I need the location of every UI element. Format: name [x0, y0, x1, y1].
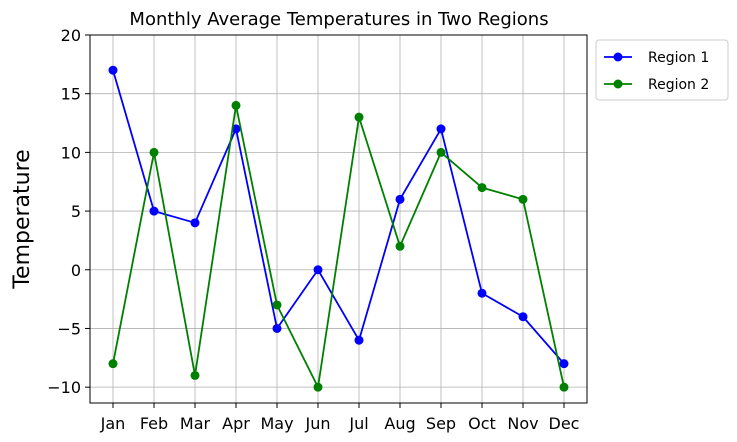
data-point: [395, 241, 405, 251]
data-point: [518, 194, 528, 204]
y-tick-label: 20: [61, 26, 81, 45]
x-tick-label: Dec: [549, 414, 580, 433]
y-tick-label: 5: [71, 202, 81, 221]
y-tick-label: 0: [71, 261, 81, 280]
legend-label: Region 2: [648, 77, 709, 93]
x-tick-label: Aug: [384, 414, 415, 433]
data-point: [477, 288, 487, 298]
data-point: [272, 300, 282, 310]
data-point: [231, 100, 241, 110]
data-point: [231, 124, 241, 134]
series-line-region-2: [112, 104, 565, 389]
data-point: [518, 312, 528, 322]
data-point: [272, 323, 282, 333]
x-tick-label: Oct: [468, 414, 496, 433]
x-tick-label: Sep: [426, 414, 456, 433]
data-point: [149, 147, 159, 157]
plot-frame: [89, 34, 588, 404]
legend: Region 1 Region 2: [595, 39, 729, 101]
x-tick-label: Feb: [140, 414, 168, 433]
x-tick-label: May: [260, 414, 293, 433]
series-lines: [108, 65, 569, 392]
y-tick-label: 10: [61, 143, 81, 162]
data-point: [354, 335, 364, 345]
data-point: [190, 370, 200, 380]
legend-marker: [613, 52, 623, 62]
data-point: [436, 147, 446, 157]
x-tick-label: Mar: [180, 414, 211, 433]
data-point: [313, 265, 323, 275]
data-point: [477, 183, 487, 193]
data-point: [559, 359, 569, 369]
data-point: [436, 124, 446, 134]
data-point: [108, 65, 118, 75]
x-tick-label: Jul: [348, 414, 368, 433]
x-tick-label: Jun: [305, 414, 331, 433]
data-point: [190, 218, 200, 228]
y-tick-label: 15: [61, 85, 81, 104]
data-point: [354, 112, 364, 122]
data-point: [149, 206, 159, 216]
legend-marker: [613, 79, 623, 89]
series-line-region-1: [112, 69, 565, 365]
chart-title: Monthly Average Temperatures in Two Regi…: [129, 9, 548, 30]
data-point: [395, 194, 405, 204]
data-point: [559, 382, 569, 392]
y-tick-label: −10: [47, 378, 81, 397]
grid-lines: [90, 34, 587, 403]
data-point: [313, 382, 323, 392]
legend-label: Region 1: [648, 50, 709, 66]
x-tick-label: Jan: [100, 414, 126, 433]
x-tick-label: Apr: [222, 414, 250, 433]
y-tick-label: −5: [57, 319, 81, 338]
x-tick-label: Nov: [507, 414, 538, 433]
axis-ticks: Jan Feb Mar Apr May Jun Jul Aug Sep Oct Nov Dec −10 −…: [47, 26, 579, 433]
data-point: [108, 359, 118, 369]
y-axis-label: Temperature: [10, 149, 35, 289]
legend-box: [595, 39, 729, 101]
